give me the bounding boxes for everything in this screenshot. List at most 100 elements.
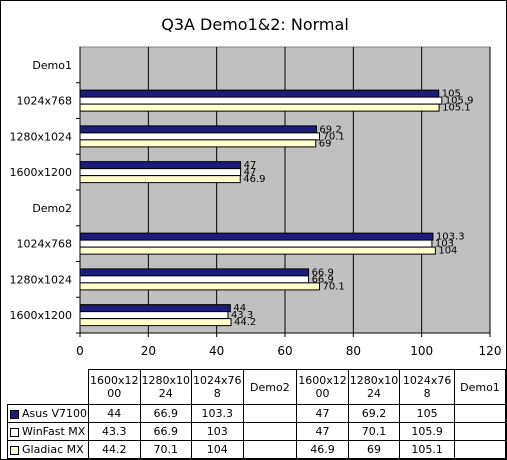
bar: [79, 139, 317, 148]
table-cell: 105.1: [399, 440, 455, 459]
data-label: 103.3: [436, 232, 465, 243]
table-cell: 46.9: [296, 440, 349, 459]
series-name-cell: Gladiac MX: [7, 440, 89, 459]
data-label: 69: [319, 138, 332, 149]
data-label: 46.9: [243, 174, 265, 185]
table-column-header: 1280x10 24: [347, 369, 401, 405]
data-label: 105.1: [442, 103, 471, 114]
y-tick-label: Demo1: [32, 59, 72, 72]
y-tick-label: 1280x1024: [10, 130, 73, 143]
bar: [79, 161, 242, 170]
table-cell: 44.2: [87, 440, 141, 459]
bar: [79, 311, 229, 320]
table-column-header: 1600x12 00: [296, 369, 349, 405]
data-label: 66.9: [312, 274, 334, 285]
table-cell: 103: [191, 422, 244, 441]
table-row: WinFast MX 43.3 66.9 103 47 70.1 105.9: [7, 422, 507, 441]
table-column-header: 1024x76 8: [191, 369, 244, 405]
data-label: 66.9: [312, 267, 334, 278]
x-tick-label: 60: [277, 344, 292, 358]
table-column-header: 1024x76 8: [399, 369, 455, 405]
data-label: 47: [244, 167, 257, 178]
bar: [79, 318, 232, 327]
table-cell: [453, 422, 507, 441]
table-cell: 105: [399, 404, 455, 423]
table-corner: [7, 369, 89, 405]
data-label: 47: [244, 160, 257, 171]
data-label: 44: [233, 303, 246, 314]
x-tick-label: 40: [209, 344, 224, 358]
series-name-cell: WinFast MX: [7, 422, 89, 441]
table-cell: 43.3: [87, 422, 141, 441]
data-label: 103: [435, 239, 454, 250]
data-label: 105: [442, 89, 461, 100]
bar: [79, 246, 436, 255]
x-tick-label: 80: [346, 344, 361, 358]
bar: [79, 132, 321, 141]
bar: [79, 125, 317, 134]
table-cell: [242, 440, 298, 459]
bar: [79, 268, 310, 277]
data-label: 44.2: [234, 317, 256, 328]
table-column-header: Demo2: [242, 369, 298, 405]
bar: [79, 232, 434, 241]
table-cell: 47: [296, 404, 349, 423]
legend-swatch: [10, 445, 19, 455]
legend-swatch: [10, 427, 19, 437]
table-row: Asus V7100 44 66.9 103.3 47 69.2 105: [7, 404, 507, 423]
table-column-header: 1600x12 00: [87, 369, 141, 405]
table-column-header: 1280x10 24: [139, 369, 193, 405]
series-name-cell: Asus V7100: [7, 404, 89, 423]
y-tick-label: 1600x1200: [10, 166, 73, 179]
table-cell: [453, 440, 507, 459]
table-cell: 44: [87, 404, 141, 423]
bar: [79, 103, 440, 112]
data-label: 105.9: [445, 96, 474, 107]
bar: [79, 239, 433, 248]
series-name: WinFast MX: [22, 425, 86, 438]
y-tick-label: 1024x768: [17, 95, 73, 108]
table-cell: [453, 404, 507, 423]
bar-chart: Q3A Demo1&2: Normal 0 20 40 60 80 100 120 1600x…: [10, 15, 502, 358]
legend-swatch: [10, 409, 19, 419]
data-label: 70.1: [323, 281, 345, 292]
chart-title: Q3A Demo1&2: Normal: [161, 15, 349, 34]
bar: [79, 282, 321, 291]
table-header-row: 1600x12 00 1280x10 24 1024x76 8 Demo2 1600x12 00…: [7, 369, 507, 405]
data-label: 70.1: [323, 131, 345, 142]
data-label: 104: [438, 246, 457, 257]
table-cell: 104: [191, 440, 244, 459]
y-tick-label: 1600x1200: [10, 309, 73, 322]
data-table: 1600x12 00 1280x10 24 1024x76 8 Demo2 1600x12 00…: [7, 369, 507, 459]
y-tick-label: 1280x1024: [10, 273, 73, 286]
data-label: 69.2: [319, 124, 341, 135]
table-cell: 69: [347, 440, 401, 459]
series-name: Gladiac MX: [22, 443, 84, 456]
table-cell: 105.9: [399, 422, 455, 441]
table-cell: 70.1: [347, 422, 401, 441]
bar: [79, 168, 242, 177]
bar: [79, 304, 231, 313]
table-row: Gladiac MX 44.2 70.1 104 46.9 69 105.1: [7, 440, 507, 459]
table-cell: [242, 404, 298, 423]
bar: [79, 275, 310, 284]
bar: [79, 175, 241, 184]
table-cell: [242, 422, 298, 441]
x-tick-label: 120: [479, 344, 502, 358]
bar: [79, 89, 440, 98]
y-tick-label: Demo2: [32, 202, 72, 215]
table-cell: 47: [296, 422, 349, 441]
table-cell: 70.1: [139, 440, 193, 459]
table-column-header: Demo1: [453, 369, 507, 405]
series-name: Asus V7100: [22, 407, 87, 420]
table-cell: 66.9: [139, 422, 193, 441]
table-cell: 69.2: [347, 404, 401, 423]
x-tick-label: 0: [76, 344, 84, 358]
table-cell: 103.3: [191, 404, 244, 423]
data-label: 43.3: [231, 310, 253, 321]
y-tick-label: 1024x768: [17, 238, 73, 251]
x-tick-label: 20: [141, 344, 156, 358]
table-cell: 66.9: [139, 404, 193, 423]
